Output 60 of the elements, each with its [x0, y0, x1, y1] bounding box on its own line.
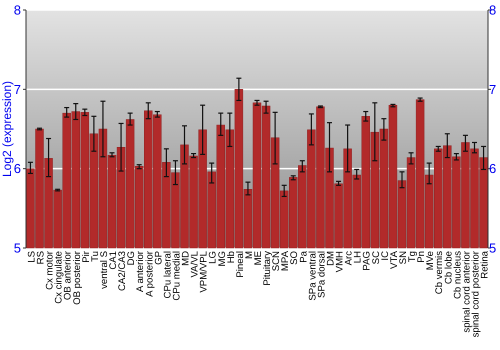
x-tick-label: CPu medial: [171, 251, 182, 301]
y2-tick-label: 6: [489, 161, 496, 176]
x-tick-label: Hb: [226, 251, 237, 264]
x-tick-label: M: [244, 251, 255, 259]
y-tick-label: 7: [14, 82, 21, 97]
x-tick-label: LG: [208, 251, 219, 264]
x-tick-label: RS: [36, 251, 47, 264]
x-tick-label: A posterior: [144, 250, 156, 297]
x-tick-label: SO: [289, 251, 300, 265]
y2-tick-label: 7: [489, 82, 496, 97]
x-tick-label: SPa dorsal: [316, 251, 328, 298]
y-tick-label: 8: [14, 2, 21, 18]
x-tick-label: Cb nucleus: [452, 250, 464, 299]
x-tick-label: VTA: [388, 250, 400, 269]
x-tick-label: DM: [326, 250, 336, 266]
y2-tick-label: 5: [489, 240, 496, 256]
x-tick-label: SCN: [271, 250, 282, 272]
x-tick-label: spinal cord posterior: [470, 250, 482, 338]
x-tick-label: OB posterior: [72, 250, 83, 305]
x-tick-label: CA2/CA3: [117, 251, 128, 291]
x-tick-label: Pn: [416, 251, 428, 263]
x-tick-label: Pineal: [234, 251, 246, 278]
x-tick-label: IC: [380, 250, 391, 261]
x-tick-label: MD: [180, 250, 192, 266]
y-tick-label: 6: [14, 161, 21, 176]
x-tick-label: SC: [370, 250, 382, 264]
x-tick-label: ventral S: [98, 251, 110, 289]
x-tick-label: CA1: [108, 251, 119, 270]
x-tick-label: LH: [352, 250, 364, 264]
x-tick-label: Pa: [298, 250, 310, 263]
x-tick-label: Arc: [344, 250, 355, 266]
x-tick-label: DG: [126, 251, 138, 266]
x-tick-label: Cb vermis: [434, 250, 446, 294]
x-tick-label: VA/VL: [190, 250, 201, 278]
x-tick-label: VPM/VPL: [198, 250, 210, 293]
x-tick-label: CPu lateral: [162, 251, 174, 298]
x-tick-label: A anterior: [135, 250, 146, 292]
x-tick-label: Pir: [80, 250, 92, 263]
x-tick-label: ME: [253, 251, 264, 266]
x-tick-label: Cb lobe: [443, 251, 454, 284]
x-tick-label: spinal cord anterior: [461, 250, 472, 333]
x-tick-label: MPA: [280, 250, 292, 272]
y-tick-label: 5: [14, 240, 21, 256]
x-tick-label: MVe: [425, 251, 436, 270]
x-tick-label: PAG: [362, 251, 373, 271]
x-tick-label: SPa ventral: [307, 251, 318, 301]
x-tick-label: GP: [153, 251, 164, 265]
x-tick-label: OB anterior: [62, 250, 74, 300]
x-tick-label: SN: [398, 250, 409, 264]
y2-tick-label: 8: [489, 2, 496, 18]
x-tick-label: MG: [216, 251, 228, 266]
x-tick-label: LS: [26, 251, 38, 263]
x-tick-label: Retina: [480, 250, 491, 279]
x-tick-label: Cx motor: [44, 250, 56, 290]
x-tick-label: Tg: [407, 251, 418, 262]
x-tick-label: VMH: [334, 250, 346, 272]
x-tick-label: Tu: [90, 251, 101, 262]
x-tick-label: Pituitary: [262, 250, 274, 286]
y-axis-title: Log2 (expression): [0, 80, 14, 178]
x-tick-label: Cx cingulate: [54, 251, 65, 304]
